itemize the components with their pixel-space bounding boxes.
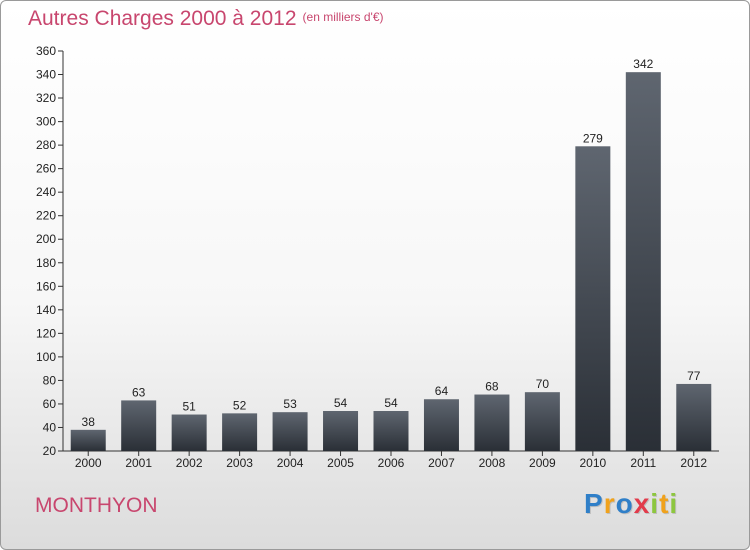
y-tick-label: 40 bbox=[43, 420, 57, 434]
proxiti-logo: Proxiti bbox=[584, 488, 678, 520]
bar-value-label: 77 bbox=[687, 369, 701, 383]
bar bbox=[373, 411, 409, 451]
bar-value-label: 54 bbox=[384, 396, 398, 410]
logo-letter: r bbox=[603, 488, 616, 519]
y-tick-label: 320 bbox=[36, 91, 56, 105]
x-tick-label: 2012 bbox=[680, 456, 707, 470]
bar-value-label: 38 bbox=[82, 415, 96, 429]
bar-value-label: 70 bbox=[536, 377, 550, 391]
logo-letter: i bbox=[650, 488, 660, 519]
bar-value-label: 64 bbox=[435, 384, 449, 398]
bar bbox=[575, 146, 611, 451]
chart-title: Autres Charges 2000 à 2012 (en milliers d… bbox=[28, 7, 384, 31]
y-tick-label: 180 bbox=[36, 256, 56, 270]
x-tick-label: 2004 bbox=[277, 456, 304, 470]
logo-letter: x bbox=[633, 488, 651, 519]
bar bbox=[121, 400, 157, 451]
bar-value-label: 52 bbox=[233, 398, 247, 412]
y-axis: 20 40 60 80 100 120 140 160 180 200 220 240 260 280 30… bbox=[36, 44, 64, 458]
bar bbox=[272, 412, 308, 451]
bar-value-label: 54 bbox=[334, 396, 348, 410]
y-tick-label: 60 bbox=[43, 397, 57, 411]
x-tick-label: 2005 bbox=[327, 456, 354, 470]
x-tick-label: 2011 bbox=[630, 456, 656, 470]
bar bbox=[323, 411, 359, 451]
y-tick-label: 140 bbox=[36, 303, 56, 317]
x-tick-label: 2006 bbox=[378, 456, 405, 470]
x-tick-label: 2010 bbox=[579, 456, 606, 470]
bar-value-label: 342 bbox=[633, 57, 653, 71]
bar-value-label: 63 bbox=[132, 385, 146, 399]
y-tick-label: 80 bbox=[43, 373, 57, 387]
title-text: Autres Charges 2000 à 2012 bbox=[28, 7, 297, 30]
x-tick-label: 2009 bbox=[529, 456, 556, 470]
x-tick-label: 2008 bbox=[479, 456, 506, 470]
logo-letter: t bbox=[659, 488, 670, 519]
logo-letter: i bbox=[669, 488, 679, 519]
bars: 38 63 51 52 53 54 54 64 68 70 279 342 77 bbox=[70, 57, 712, 452]
x-tick-label: 2000 bbox=[75, 456, 102, 470]
bar bbox=[625, 72, 661, 452]
x-tick-label: 2001 bbox=[125, 456, 152, 470]
bar bbox=[524, 392, 560, 451]
bar-value-label: 51 bbox=[182, 400, 196, 414]
bar bbox=[222, 413, 258, 451]
y-tick-label: 20 bbox=[43, 444, 57, 458]
bar-value-label: 68 bbox=[485, 380, 499, 394]
y-tick-label: 280 bbox=[36, 138, 56, 152]
bar bbox=[676, 383, 712, 451]
y-tick-label: 300 bbox=[36, 115, 56, 129]
bar bbox=[474, 394, 510, 451]
bar bbox=[423, 399, 459, 451]
y-tick-label: 220 bbox=[36, 209, 56, 223]
bar-value-label: 279 bbox=[583, 131, 603, 145]
y-tick-label: 160 bbox=[36, 279, 56, 293]
chart-subtitle: (en milliers d'€) bbox=[302, 10, 384, 24]
x-tick-label: 2007 bbox=[428, 456, 455, 470]
logo-letter: o bbox=[615, 488, 634, 519]
y-tick-label: 360 bbox=[36, 44, 56, 58]
y-tick-label: 240 bbox=[36, 185, 56, 199]
x-tick-label: 2002 bbox=[176, 456, 203, 470]
y-tick-label: 100 bbox=[36, 350, 56, 364]
y-tick-label: 200 bbox=[36, 232, 56, 246]
logo-letter: P bbox=[584, 488, 604, 519]
bar bbox=[70, 429, 106, 451]
x-tick-label: 2003 bbox=[226, 456, 253, 470]
y-tick-label: 120 bbox=[36, 326, 56, 340]
y-tick-label: 340 bbox=[36, 68, 56, 82]
y-tick-label: 260 bbox=[36, 162, 56, 176]
bar-value-label: 53 bbox=[283, 397, 297, 411]
city-name: MONTHYON bbox=[35, 494, 158, 517]
bar bbox=[171, 414, 207, 451]
x-axis: 2000 2001 2002 2003 2004 2005 2006 2007 2008 2009… bbox=[63, 450, 719, 470]
